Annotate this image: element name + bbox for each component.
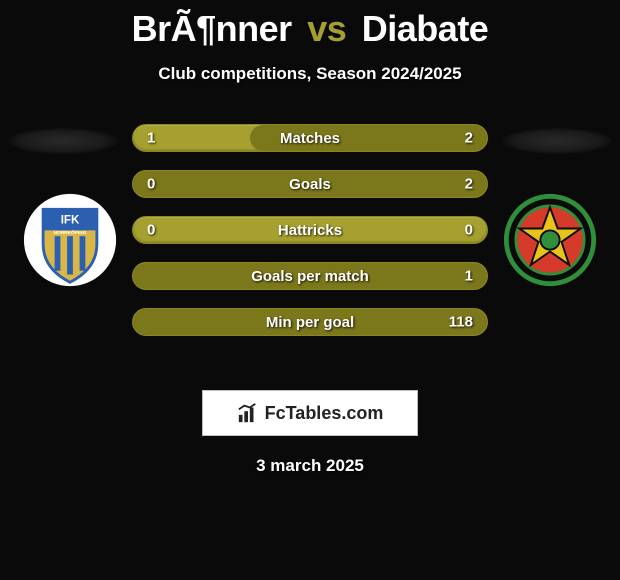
stat-right-value: 2	[465, 130, 473, 147]
subtitle: Club competitions, Season 2024/2025	[0, 64, 620, 84]
stat-left-value: 1	[147, 130, 155, 147]
stat-right-value: 0	[465, 222, 473, 239]
stat-right-value: 2	[465, 176, 473, 193]
stat-row: Min per goal 118	[132, 308, 488, 336]
team-badge-left: IFK NORRKÖPING	[22, 192, 118, 288]
vs-label: vs	[307, 8, 346, 49]
player2-name: Diabate	[362, 8, 489, 49]
stat-rows: 1 Matches 2 0 Goals 2 0 Hattricks 0 Goals per mat…	[132, 124, 488, 354]
stat-label: Goals per match	[251, 268, 369, 285]
stat-row: Goals per match 1	[132, 262, 488, 290]
stat-right-value: 118	[449, 314, 473, 331]
stat-right-value: 1	[465, 268, 473, 285]
gais-crest-icon	[502, 192, 598, 288]
svg-text:IFK: IFK	[61, 215, 80, 227]
stat-row: 0 Goals 2	[132, 170, 488, 198]
date-text: 3 march 2025	[0, 456, 620, 476]
stat-row: 0 Hattricks 0	[132, 216, 488, 244]
stat-row: 1 Matches 2	[132, 124, 488, 152]
stat-label: Matches	[280, 130, 340, 147]
comparison-title: BrÃ¶nner vs Diabate	[0, 0, 620, 50]
chart-bar-icon	[237, 402, 259, 424]
stat-left-value: 0	[147, 222, 155, 239]
stat-label: Goals	[289, 176, 331, 193]
brand-box[interactable]: FcTables.com	[202, 390, 418, 436]
ifk-norrkoping-crest-icon: IFK NORRKÖPING	[22, 192, 118, 288]
shadow-right	[502, 128, 612, 154]
stat-left-value: 0	[147, 176, 155, 193]
brand-text: FcTables.com	[265, 403, 384, 424]
player1-name: BrÃ¶nner	[132, 8, 292, 49]
stat-label: Min per goal	[266, 314, 354, 331]
stat-label: Hattricks	[278, 222, 342, 239]
team-badge-right	[502, 192, 598, 288]
shadow-left	[8, 128, 118, 154]
stats-stage: IFK NORRKÖPING 1 Matches 2 0 Goals 2 0 Hattrick…	[0, 124, 620, 384]
